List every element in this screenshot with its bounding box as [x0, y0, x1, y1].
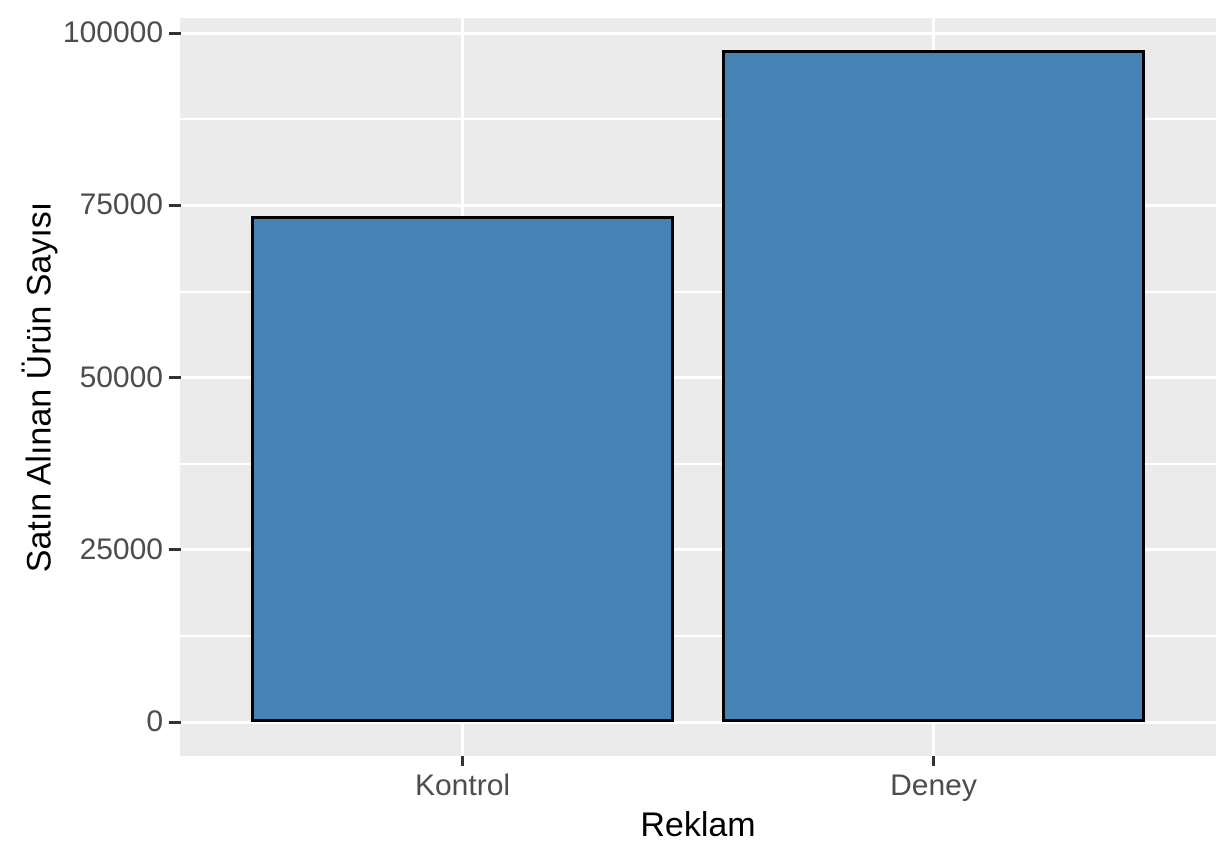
y-tick-label: 0: [146, 705, 163, 739]
y-axis-title: Satın Alınan Ürün Sayısı: [20, 201, 59, 573]
bars-layer: [180, 18, 1216, 756]
y-tick-label: 25000: [79, 532, 163, 566]
x-tick-label-kontrol: Kontrol: [414, 769, 511, 802]
x-axis-title: Reklam: [640, 806, 756, 844]
y-tick-mark: [169, 376, 181, 380]
y-tick-mark: [169, 720, 181, 724]
major-gridline: [180, 548, 1216, 552]
x-tick-mark: [461, 756, 465, 766]
y-tick-label: 75000: [79, 188, 163, 222]
y-tick-mark: [169, 31, 181, 35]
y-tick-label: 50000: [79, 360, 163, 394]
major-gridline: [180, 376, 1216, 380]
major-gridline: [180, 720, 1216, 724]
major-gridline: [180, 31, 1216, 35]
minor-gridline: [180, 635, 1216, 638]
major-gridline: [180, 203, 1216, 207]
x-tick-label-deney: Deney: [890, 769, 977, 802]
minor-gridline: [180, 290, 1216, 293]
y-tick-label: 100000: [62, 16, 163, 50]
minor-gridline: [180, 118, 1216, 121]
y-tick-mark: [169, 548, 181, 552]
bar-deney: [721, 50, 1146, 723]
y-tick-mark: [169, 203, 181, 207]
bar-kontrol: [250, 215, 675, 723]
x-tick-mark: [931, 756, 935, 766]
minor-gridline: [180, 462, 1216, 465]
plot-panel: [180, 18, 1216, 756]
